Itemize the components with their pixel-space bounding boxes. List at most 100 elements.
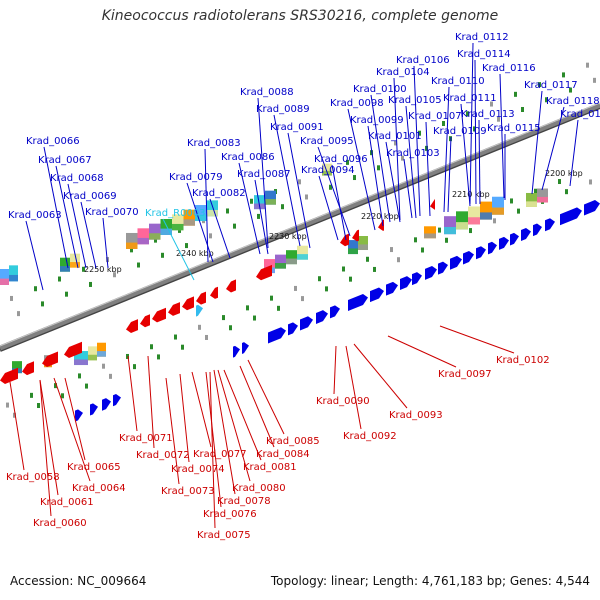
label-leader — [9, 381, 25, 471]
domain-block — [206, 209, 218, 217]
label-leader — [209, 371, 216, 529]
label-leader — [238, 162, 261, 255]
orf-tick — [109, 373, 112, 379]
plus-gene-arrow — [288, 322, 298, 336]
gene-label: Krad_0097 — [438, 369, 492, 380]
orf-tick — [185, 243, 188, 249]
gene-label: Krad_0071 — [119, 433, 173, 444]
orf-tick — [30, 392, 33, 398]
label-leader-layer — [9, 42, 579, 529]
label-leader — [239, 365, 275, 448]
domain-block — [424, 233, 436, 239]
orf-tick — [349, 276, 352, 282]
orf-tick — [510, 198, 513, 204]
label-leader — [531, 90, 543, 195]
plus-gene-arrow — [450, 255, 462, 270]
orf-tick — [257, 213, 260, 219]
gene-label: Krad_0106 — [396, 55, 450, 66]
plus-gene-arrow — [476, 246, 486, 260]
orf-tick — [37, 403, 40, 409]
label-leader — [367, 125, 384, 227]
label-leader — [331, 164, 347, 241]
orf-tick — [126, 353, 129, 359]
orf-tick — [270, 295, 273, 301]
topology-text: Topology: linear; Length: 4,761,183 bp; … — [270, 574, 590, 588]
gene-label: Krad_0073 — [161, 486, 215, 497]
orf-tick — [593, 77, 596, 83]
label-leader — [247, 359, 285, 435]
orf-tick — [565, 189, 568, 195]
gene-label: Krad_0100 — [353, 84, 407, 95]
orf-tick — [78, 373, 81, 379]
orf-tick — [586, 62, 589, 68]
gene-label: Krad_0087 — [237, 169, 291, 180]
gene-label-layer: Krad_0063 Krad_0066 Krad_0067 Krad_0068 Krad… — [6, 32, 600, 541]
domain-block — [348, 240, 358, 255]
orf-tick — [294, 285, 297, 291]
plus-gene-arrow — [75, 409, 83, 422]
label-leader — [478, 119, 481, 205]
domain-block — [149, 223, 161, 240]
orf-tick — [174, 334, 177, 340]
label-leader — [413, 65, 421, 217]
orf-tick — [246, 305, 249, 311]
orf-tick — [329, 184, 332, 190]
orf-tick — [198, 324, 201, 330]
domain-block — [126, 232, 138, 249]
orf-tick — [517, 208, 520, 214]
kbp-label: 2230 kbp — [269, 232, 307, 241]
label-leader — [353, 343, 408, 409]
domain-block — [444, 226, 456, 235]
minus-gene-arrow — [352, 229, 359, 242]
domain-block — [358, 244, 368, 251]
kbp-scale-layer: 2200 kbp 2210 kbp 2220 kbp 2230 kbp 2240 kbp… — [84, 169, 583, 274]
minus-gene-arrow — [210, 286, 218, 299]
minus-gene-arrow — [140, 314, 150, 328]
label-leader — [333, 345, 337, 395]
orf-tick — [226, 208, 229, 214]
minus-gene-arrow — [152, 307, 166, 323]
gene-label: Krad_0089 — [256, 104, 310, 115]
domain-block — [9, 274, 18, 282]
label-leader — [205, 371, 222, 508]
domain-block — [183, 209, 195, 226]
gene-label: Krad_0113 — [461, 109, 515, 120]
domain-block — [297, 245, 308, 260]
gene-label: Krad_0094 — [301, 165, 355, 176]
label-leader — [385, 141, 401, 223]
gene-label: Krad_0077 — [193, 449, 247, 460]
gene-label: Krad_0084 — [256, 449, 310, 460]
gene-label: Krad_0092 — [343, 431, 397, 442]
domain-block — [358, 236, 368, 251]
gene-label: Krad_0096 — [314, 154, 368, 165]
minus-gene-arrow — [182, 296, 194, 311]
plus-gene-arrow — [268, 327, 286, 344]
plus-gene-arrow — [242, 342, 249, 354]
label-leader — [80, 201, 97, 269]
gene-arrow-layer — [0, 198, 600, 422]
gene-label: Krad_0083 — [187, 138, 241, 149]
orf-tick — [209, 233, 212, 239]
orf-tick — [394, 140, 397, 146]
label-leader — [317, 146, 351, 237]
label-leader — [443, 86, 450, 213]
domain-block — [172, 214, 184, 231]
label-leader — [39, 379, 59, 496]
orf-tick — [13, 412, 16, 418]
label-leader — [67, 183, 87, 269]
gene-label: Krad_0110 — [431, 76, 485, 87]
gene-label: Krad_0075 — [197, 530, 251, 541]
orf-tick-layer — [6, 62, 596, 418]
orf-tick — [233, 223, 236, 229]
orf-tick — [157, 354, 160, 360]
label-leader — [223, 369, 262, 461]
gene-label: Krad_0069 — [63, 191, 117, 202]
orf-tick — [281, 204, 284, 210]
plus-gene-arrow — [545, 218, 555, 232]
gene-label: Krad_0064 — [72, 483, 126, 494]
gene-label: Krad_0098 — [330, 98, 384, 109]
label-leader — [257, 97, 269, 249]
gene-label: Krad_0095 — [300, 136, 354, 147]
domain-block — [160, 228, 172, 235]
orf-tick — [41, 301, 44, 307]
